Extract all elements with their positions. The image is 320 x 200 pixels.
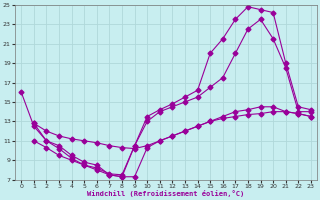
X-axis label: Windchill (Refroidissement éolien,°C): Windchill (Refroidissement éolien,°C) [87, 190, 245, 197]
